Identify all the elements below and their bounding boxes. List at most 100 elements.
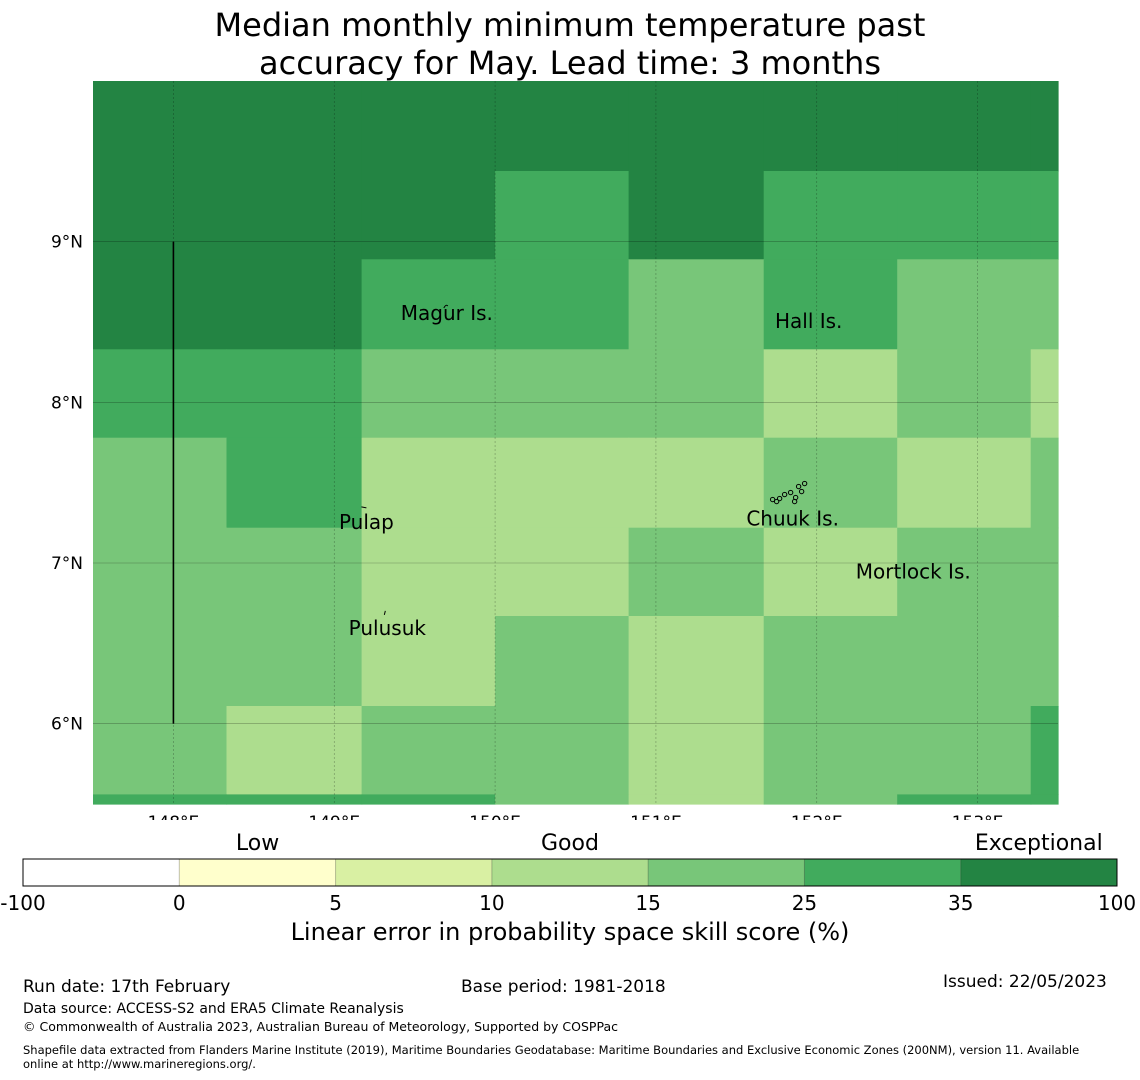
graticule	[93, 81, 1058, 804]
skill-cell-good	[1030, 259, 1059, 350]
colorbar-segment	[23, 859, 180, 886]
place-label: Mortlock Is.	[856, 560, 971, 584]
skill-cell-good	[1030, 616, 1059, 707]
skill-cell-high	[897, 794, 1032, 805]
skill-cell-good	[226, 527, 363, 617]
skill-cell-high	[226, 794, 363, 805]
colorbar-tick-label: 5	[329, 891, 342, 915]
skill-cell-good	[226, 616, 363, 707]
skill-cell-high	[495, 171, 630, 260]
colorbar-tick-label: 15	[635, 891, 660, 915]
colorbar-segment	[179, 859, 336, 886]
skill-cell-exceptional	[897, 81, 1032, 172]
skill-cell-high	[361, 794, 496, 805]
lon-tick-label: 149°E	[308, 813, 360, 820]
lon-tick-label: 151°E	[630, 813, 682, 820]
colorbar-tick-label: 10	[479, 891, 504, 915]
colorbar-segment	[804, 859, 961, 886]
colorbar-tick-label: 0	[173, 891, 186, 915]
colorbar-segment	[960, 859, 1117, 886]
island-icon	[776, 495, 783, 502]
skill-cell-good	[763, 706, 898, 795]
skill-cell-good	[361, 349, 496, 439]
colorbar-tick-label: -100	[0, 891, 45, 915]
skill-cell-fair	[897, 437, 1032, 529]
skill-cell-high	[1030, 794, 1059, 805]
skill-cell-good	[495, 349, 630, 439]
skill-cell-fair	[628, 706, 765, 795]
skill-cell-good	[1030, 437, 1059, 529]
colorbar-segment	[335, 859, 492, 886]
skill-cell-high	[763, 171, 898, 260]
skill-cell-high	[897, 171, 1032, 260]
skill-cell-fair	[226, 706, 363, 795]
colorbar-frame	[22, 858, 1118, 887]
colorbar-category-exceptional: Exceptional	[974, 831, 1103, 856]
lat-tick-label: 9°N	[51, 233, 83, 253]
skill-cell-good	[763, 437, 898, 529]
island-icon	[795, 483, 802, 490]
island-icon	[801, 480, 808, 487]
skill-cell-exceptional	[93, 259, 228, 350]
skill-cell-fair	[628, 616, 765, 707]
skill-cell-high	[1030, 171, 1059, 260]
skill-cell-fair	[361, 527, 496, 617]
place-label: Pulusuk	[349, 616, 427, 640]
colorbar-category-low: Low	[235, 831, 280, 856]
shapefile-credit-line-1: Shapefile data extracted from Flanders M…	[23, 1043, 1080, 1057]
skill-cell-high	[226, 437, 363, 529]
skill-cell-good	[361, 706, 496, 795]
colorbar-segment	[491, 859, 649, 886]
skill-cell-exceptional	[361, 81, 496, 172]
skill-cell-exceptional	[93, 171, 228, 260]
skill-cell-fair	[361, 616, 496, 707]
skill-cell-good	[897, 706, 1032, 795]
skill-cell-good	[897, 616, 1032, 707]
skill-cell-fair	[763, 349, 898, 439]
skill-cell-fair	[628, 794, 765, 805]
skill-cell-good	[93, 527, 228, 617]
skill-cell-exceptional	[495, 81, 630, 172]
skill-cell-exceptional	[628, 81, 765, 172]
chart-title: Median monthly minimum temperature past …	[0, 6, 1140, 82]
skill-cell-good	[763, 616, 898, 707]
data-source: Data source: ACCESS-S2 and ERA5 Climate …	[23, 1001, 404, 1017]
copyright: © Commonwealth of Australia 2023, Austra…	[23, 1019, 618, 1034]
island-icon	[383, 610, 386, 615]
island-icon	[787, 489, 794, 496]
skill-cell-good	[1030, 527, 1059, 617]
skill-cell-good	[93, 616, 228, 707]
skill-cell-good	[495, 706, 630, 795]
skill-cell-high	[93, 349, 228, 439]
issued-date: Issued: 22/05/2023	[943, 972, 1107, 992]
lon-tick-label: 153°E	[952, 813, 1004, 820]
skill-cell-exceptional	[226, 81, 363, 172]
skill-cell-high	[495, 259, 630, 350]
island-icon	[443, 304, 449, 309]
island-icon	[781, 491, 788, 498]
skill-cell-good	[897, 259, 1032, 350]
lat-tick-label: 8°N	[51, 393, 83, 413]
colorbar-segment	[648, 859, 805, 886]
skill-cell-high	[226, 349, 363, 439]
lat-tick-label: 7°N	[51, 554, 83, 574]
place-label: Hall Is.	[775, 309, 842, 333]
skill-cell-exceptional	[763, 81, 898, 172]
skill-cell-fair	[495, 437, 630, 529]
colorbar-category-good: Good	[541, 831, 599, 856]
skill-cell-good	[628, 349, 765, 439]
skill-cell-fair	[763, 527, 898, 617]
skill-cell-fair	[361, 437, 496, 529]
colorbar-tick-label: 35	[948, 891, 973, 915]
base-period: Base period: 1981-2018	[461, 977, 666, 997]
lon-tick-label: 152°E	[791, 813, 843, 820]
island-icon	[773, 498, 780, 505]
colorbar-label: Linear error in probability space skill …	[290, 918, 850, 946]
skill-cell-exceptional	[1030, 81, 1059, 172]
skill-cell-fair	[1030, 349, 1059, 439]
island-outlines	[361, 304, 808, 615]
skill-cell-good	[763, 794, 898, 805]
skill-cells	[93, 81, 1059, 805]
place-label: Chuuk Is.	[746, 507, 839, 531]
skill-cell-good	[897, 349, 1032, 439]
